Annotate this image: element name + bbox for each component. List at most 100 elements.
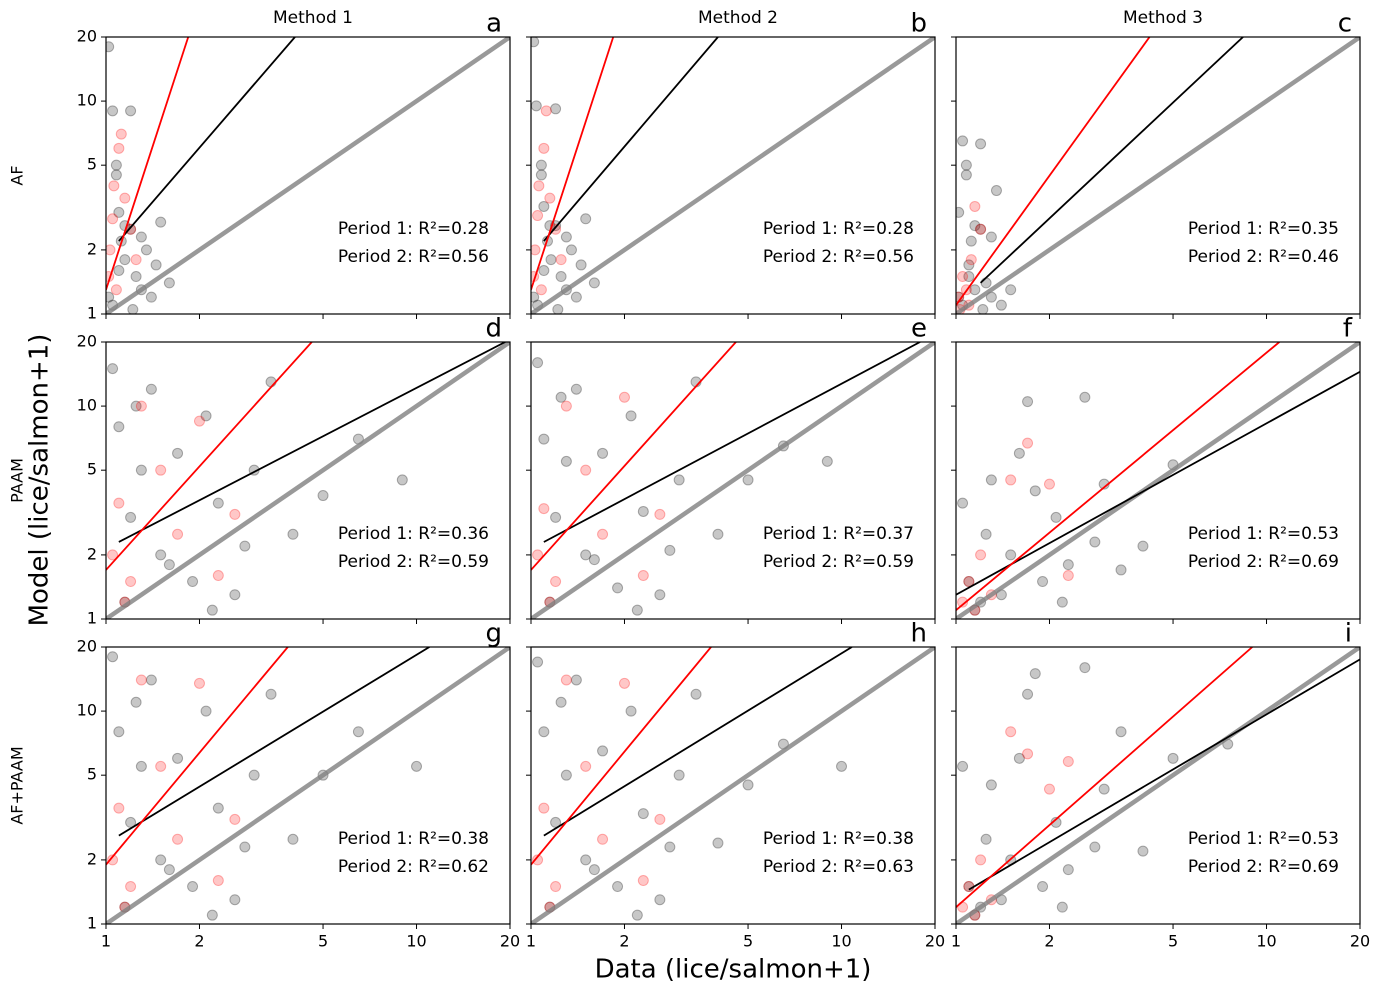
- x-tick-label: 10: [406, 932, 426, 951]
- annotation: Period 2: R²=0.63: [763, 857, 914, 877]
- point: [712, 837, 724, 849]
- point: [664, 841, 676, 853]
- point: [135, 674, 147, 686]
- point: [654, 508, 666, 520]
- fit-line: [106, 37, 510, 314]
- fit-line: [956, 370, 1360, 596]
- point: [975, 549, 987, 561]
- point: [1029, 668, 1041, 680]
- point: [588, 277, 600, 289]
- point: [550, 881, 562, 893]
- point: [836, 760, 848, 772]
- point: [538, 433, 550, 445]
- point: [544, 192, 556, 204]
- point: [580, 464, 592, 476]
- point: [597, 745, 609, 757]
- row-label: AF: [8, 165, 27, 185]
- point: [130, 696, 142, 708]
- point: [113, 421, 125, 433]
- fit-line: [956, 342, 1280, 611]
- y-tick-label: 2: [87, 849, 97, 868]
- point: [821, 455, 833, 467]
- fit-line: [118, 342, 506, 543]
- point: [1013, 447, 1025, 459]
- point: [637, 570, 649, 582]
- point: [113, 497, 125, 509]
- point: [1050, 816, 1062, 828]
- point: [163, 277, 175, 289]
- point: [969, 284, 981, 296]
- plot-area: [956, 342, 1360, 619]
- point: [200, 705, 212, 717]
- point: [110, 284, 122, 296]
- point: [1005, 549, 1017, 561]
- x-tick-label: 2: [1044, 932, 1054, 951]
- point: [1079, 391, 1091, 403]
- point: [108, 180, 120, 192]
- point: [1050, 511, 1062, 523]
- axes-frame: [530, 36, 936, 315]
- point: [127, 303, 139, 314]
- point: [1062, 864, 1074, 876]
- point: [1022, 396, 1034, 408]
- panel-label: f: [1343, 314, 1353, 344]
- point: [248, 769, 260, 781]
- point: [532, 210, 544, 222]
- point: [411, 760, 423, 772]
- y-tick-label: 1: [87, 304, 97, 323]
- x-tick-label: 5: [743, 932, 753, 951]
- point: [597, 833, 609, 845]
- x-tick-label: 10: [1256, 932, 1276, 951]
- point: [532, 656, 544, 668]
- plot-area: [531, 37, 935, 314]
- point: [985, 474, 997, 486]
- point: [155, 760, 167, 772]
- point: [150, 259, 162, 271]
- point: [538, 200, 550, 212]
- point: [1029, 485, 1041, 497]
- point: [229, 508, 241, 520]
- point: [107, 213, 119, 225]
- point: [538, 802, 550, 814]
- point: [110, 159, 122, 171]
- y-tick-label: 1: [87, 914, 97, 933]
- point: [618, 391, 630, 403]
- y-tick-label: 10: [77, 91, 97, 110]
- point: [580, 213, 592, 225]
- point: [145, 674, 157, 686]
- annotation: Period 2: R²=0.46: [1188, 247, 1339, 267]
- point: [588, 864, 600, 876]
- point: [531, 291, 540, 303]
- annotation: Period 1: R²=0.28: [763, 219, 914, 239]
- point: [163, 559, 175, 571]
- fit-line: [531, 647, 712, 866]
- y-tick-label: 2: [87, 239, 97, 258]
- fit-line: [531, 37, 615, 291]
- annotation: Period 2: R²=0.59: [338, 552, 489, 572]
- point: [545, 254, 557, 266]
- point: [107, 651, 119, 663]
- panel-label: g: [485, 619, 502, 649]
- point: [580, 549, 592, 561]
- point: [637, 808, 649, 820]
- point: [625, 705, 637, 717]
- fit-line: [543, 647, 853, 837]
- fit-line: [118, 37, 296, 242]
- point: [193, 415, 205, 427]
- point: [1005, 284, 1017, 296]
- point: [212, 497, 224, 509]
- point: [113, 142, 125, 154]
- point: [1013, 752, 1025, 764]
- fit-line: [531, 342, 935, 619]
- point: [960, 169, 972, 181]
- point: [980, 277, 992, 289]
- point: [957, 760, 969, 772]
- plot-area: [106, 647, 510, 924]
- panel-label: b: [910, 9, 927, 39]
- point: [560, 455, 572, 467]
- fit-line: [531, 647, 935, 924]
- point: [163, 864, 175, 876]
- point: [125, 576, 137, 588]
- point: [145, 383, 157, 395]
- point: [130, 254, 142, 266]
